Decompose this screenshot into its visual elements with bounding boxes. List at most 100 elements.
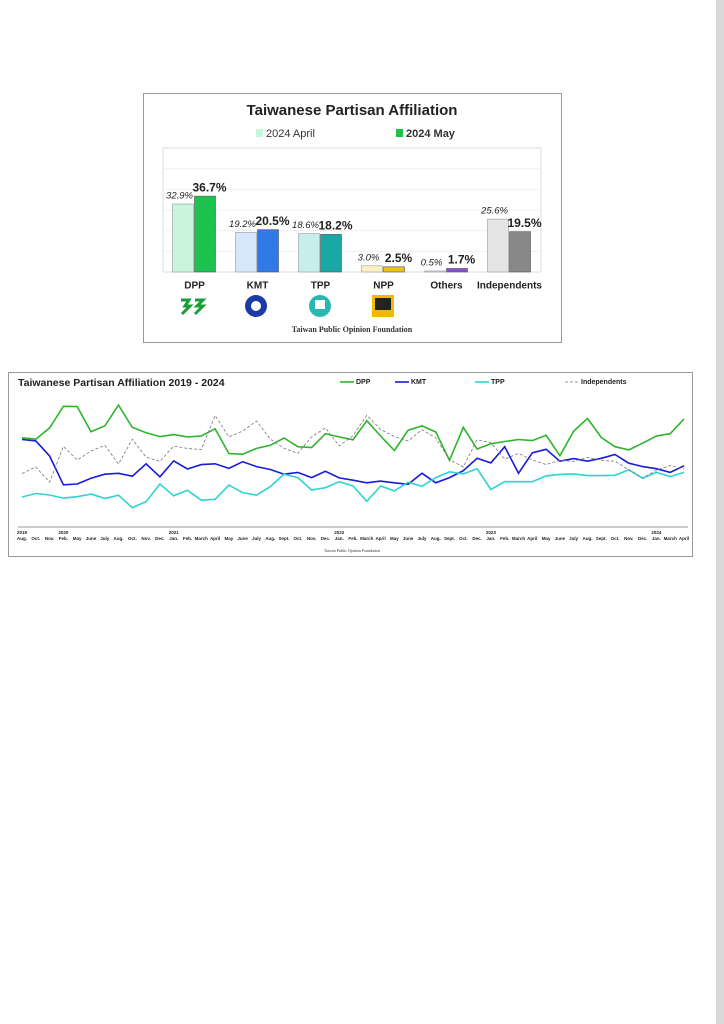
data-label: 1.7% <box>448 253 476 267</box>
data-label: 36.7% <box>192 180 226 194</box>
bar <box>487 218 509 273</box>
x-tick-label: April <box>210 536 220 541</box>
chart-footer: Taiwan Public Opinion Foundation <box>292 325 413 334</box>
x-tick-label: July <box>569 536 579 541</box>
x-tick-label: July <box>100 536 110 541</box>
tpp-logo-mark <box>315 300 325 309</box>
x-tick-label: Jan. <box>652 536 661 541</box>
bar <box>257 229 279 273</box>
data-label: 19.2% <box>229 219 256 230</box>
x-tick-label: Feb. <box>500 536 509 541</box>
chart-title: Taiwanese Partisan Affiliation <box>247 102 458 119</box>
x-tick-label: DPP <box>184 281 205 292</box>
year-label: 2020 <box>58 530 69 535</box>
year-label: 2019 <box>17 530 28 535</box>
x-tick-label: Oct. <box>459 536 468 541</box>
x-tick-label: Independents <box>477 281 542 292</box>
legend-swatch <box>396 129 403 137</box>
legend-label: 2024 May <box>406 128 456 140</box>
x-tick-label: Feb. <box>183 536 192 541</box>
chart-footer: Taiwan Public Opinion Foundation <box>324 548 380 553</box>
legend-label: TPP <box>491 379 505 386</box>
x-tick-label: April <box>375 536 385 541</box>
bar <box>509 231 531 273</box>
legend-label: DPP <box>356 379 371 386</box>
x-tick-label: May <box>390 536 399 541</box>
x-tick-label: Dec. <box>321 536 331 541</box>
x-tick-label: Oct. <box>611 536 620 541</box>
bar <box>446 268 468 273</box>
x-tick-label: Dec. <box>155 536 165 541</box>
series-line <box>21 403 685 463</box>
legend-label: 2024 April <box>266 128 315 140</box>
bar <box>383 266 405 273</box>
x-tick-label: NPP <box>373 281 394 292</box>
series-line <box>21 467 685 509</box>
series-line <box>21 414 685 483</box>
x-tick-label: June <box>403 536 414 541</box>
x-tick-label: Aug. <box>431 536 441 541</box>
x-tick-label: Aug. <box>17 536 27 541</box>
legend-label: KMT <box>411 379 427 386</box>
data-label: 32.9% <box>166 191 193 202</box>
bar <box>235 232 257 273</box>
data-label: 2.5% <box>385 251 413 265</box>
x-tick-label: June <box>86 536 97 541</box>
x-tick-label: Sept. <box>279 536 290 541</box>
x-tick-label: Dec. <box>638 536 648 541</box>
chart-frame <box>8 372 693 557</box>
x-tick-label: March <box>360 536 374 541</box>
year-label: 2022 <box>334 530 345 535</box>
bar <box>424 270 446 273</box>
x-tick-label: Oct. <box>31 536 40 541</box>
data-label: 25.6% <box>480 206 508 217</box>
x-tick-label: March <box>664 536 678 541</box>
legend-swatch <box>256 129 263 137</box>
x-tick-label: July <box>252 536 262 541</box>
x-tick-label: TPP <box>311 281 331 292</box>
chart-title: Taiwanese Partisan Affiliation 2019 - 20… <box>18 377 225 389</box>
bar <box>194 195 216 273</box>
x-tick-label: Feb. <box>59 536 68 541</box>
x-tick-label: Nov. <box>624 536 633 541</box>
data-label: 3.0% <box>358 252 380 263</box>
data-label: 18.2% <box>318 219 352 233</box>
x-tick-label: July <box>417 536 427 541</box>
x-tick-label: Jan. <box>486 536 495 541</box>
x-tick-label: April <box>679 536 689 541</box>
x-tick-label: Sept. <box>444 536 455 541</box>
data-label: 19.5% <box>507 216 541 230</box>
x-tick-label: Aug. <box>265 536 275 541</box>
legend-label: Independents <box>581 379 627 386</box>
npp-logo-mark <box>375 298 391 310</box>
x-tick-label: Others <box>430 281 463 292</box>
year-label: 2021 <box>169 530 180 535</box>
year-label: 2023 <box>486 530 497 535</box>
x-tick-label: March <box>512 536 526 541</box>
x-tick-label: Nov. <box>307 536 316 541</box>
x-tick-label: Jan. <box>335 536 344 541</box>
x-tick-label: May <box>224 536 233 541</box>
bar <box>320 234 342 273</box>
x-tick-label: May <box>542 536 551 541</box>
x-tick-label: May <box>73 536 82 541</box>
x-tick-label: Jan. <box>169 536 178 541</box>
x-tick-label: Oct. <box>293 536 302 541</box>
x-tick-label: Dec. <box>472 536 482 541</box>
bar <box>172 203 194 273</box>
x-tick-label: June <box>555 536 566 541</box>
x-tick-label: Nov. <box>45 536 54 541</box>
bar <box>361 265 383 273</box>
series-line <box>21 438 685 486</box>
x-tick-label: Aug. <box>582 536 592 541</box>
x-tick-label: Nov. <box>141 536 150 541</box>
x-tick-label: KMT <box>247 281 269 292</box>
data-label: 0.5% <box>421 257 443 268</box>
x-tick-label: Aug. <box>114 536 124 541</box>
x-tick-label: Oct. <box>128 536 137 541</box>
x-tick-label: June <box>237 536 248 541</box>
x-tick-label: March <box>195 536 209 541</box>
x-tick-label: April <box>527 536 537 541</box>
